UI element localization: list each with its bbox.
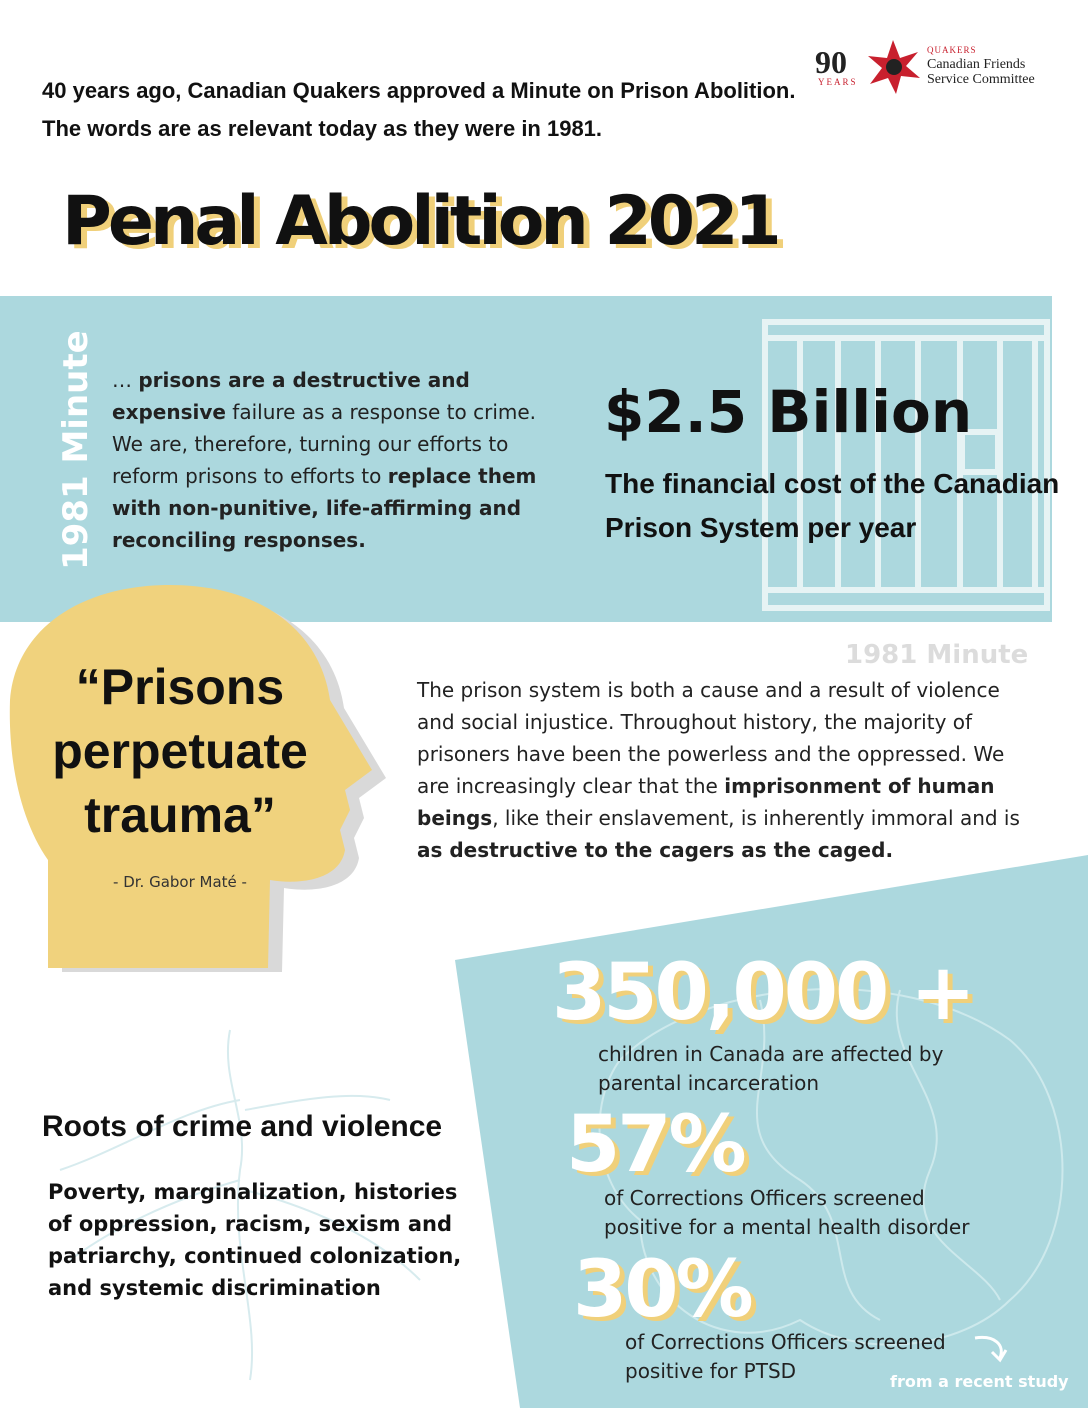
logo-number: 90	[815, 44, 847, 80]
head	[9, 585, 372, 968]
jail-bars	[762, 319, 1050, 611]
stat-text: of Corrections Officers screened positiv…	[625, 1330, 946, 1383]
emphasis: as destructive to the cagers as the cage…	[417, 838, 894, 862]
logo-quakers: QUAKERS	[927, 45, 977, 55]
stats-note: from a recent study	[890, 1372, 1069, 1391]
logo-org-line: Canadian Friends	[927, 57, 1026, 72]
minute-text: The prison system is both a cause and a …	[417, 674, 1037, 866]
cost-caption: The financial cost of the Canadian Priso…	[605, 468, 1060, 543]
intro: 40 years ago, Canadian Quakers approved …	[42, 78, 796, 141]
text: The prison system is both a cause and a …	[417, 678, 1005, 798]
stat-figure: 30%	[573, 1245, 754, 1335]
quote: “Prisons perpetuate trauma”	[52, 659, 308, 843]
roots-art	[59, 1029, 421, 1381]
side-label: 1981 Minute	[56, 330, 96, 570]
brain-art	[598, 988, 1064, 1346]
emphasis: imprisonment of human beings	[417, 774, 995, 830]
logo-star	[868, 40, 920, 94]
text: , like their enslavement, is inherently …	[492, 806, 1020, 830]
text: failure as a response to crime. We are, …	[112, 400, 537, 488]
text: …	[112, 368, 139, 392]
title: Penal Abolition 2021	[62, 182, 782, 261]
minute-label: 1981 Minute	[845, 640, 1029, 670]
quote-author: - Dr. Gabor Maté -	[113, 873, 247, 891]
stats-panel	[455, 855, 1088, 1408]
minute-text: … prisons are a destructive and expensiv…	[112, 364, 562, 556]
note-arrow	[974, 1335, 1008, 1363]
stat-figure: 57%	[566, 1100, 747, 1190]
stat-text: of Corrections Officers screened positiv…	[604, 1186, 970, 1239]
stat-figure: 350,000 +	[552, 948, 976, 1038]
roots-title: Roots of crime and violence	[42, 1110, 443, 1143]
logo-org-line: Service Committee	[927, 72, 1035, 87]
cost-amount: $2.5 Billion	[604, 378, 973, 446]
stat-text: children in Canada are affected by paren…	[598, 1042, 944, 1095]
emphasis: prisons are a destructive and expensive	[112, 368, 470, 424]
roots-text: Poverty, marginalization, histories of o…	[48, 1180, 462, 1300]
logo-years: YEARS	[818, 77, 858, 87]
emphasis: replace them with non-punitive, life-aff…	[112, 464, 537, 552]
